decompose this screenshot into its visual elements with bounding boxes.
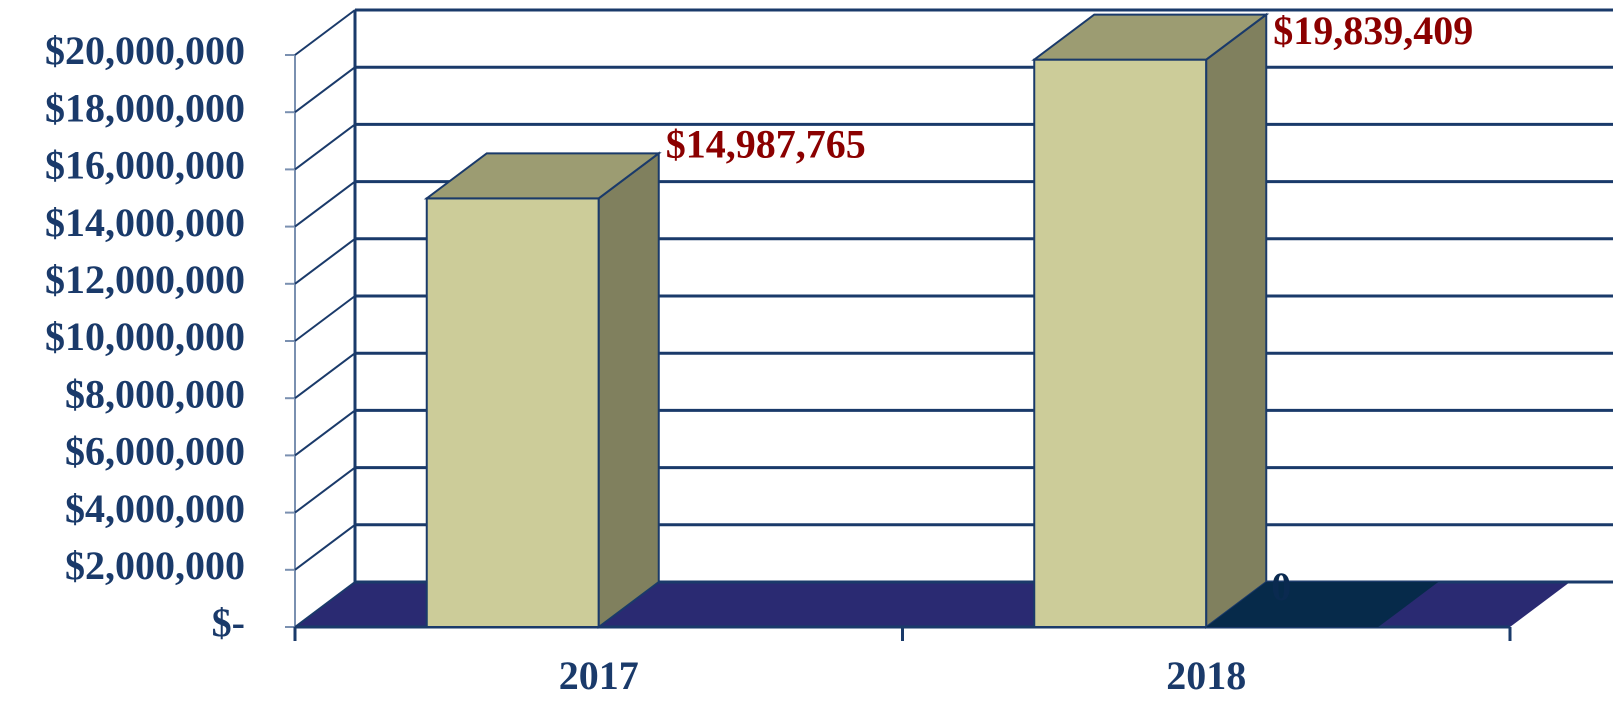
y-tick-label: $16,000,000 [45,143,245,188]
bar-top [423,152,662,200]
y-tick-label: $2,000,000 [65,543,245,588]
value-label: $19,839,409 [1273,8,1473,53]
bar-top [1031,13,1270,61]
bar-top [1206,582,1439,627]
y-tick-label: $14,000,000 [45,200,245,245]
bar-side [597,151,660,629]
y-tick-label: $20,000,000 [45,28,245,73]
y-tick-label: $- [212,600,245,645]
bar [423,151,662,629]
bar-front [425,197,600,628]
x-tick-label: 2017 [559,653,639,698]
bar-front [1033,58,1208,628]
y-tick-label: $4,000,000 [65,486,245,531]
y-tick-label: $8,000,000 [65,371,245,416]
y-tick-label: $12,000,000 [45,257,245,302]
x-tick-label: 2018 [1166,653,1246,698]
value-label: 0 [1271,564,1291,609]
bar [1031,12,1270,629]
side-grid-line [294,523,356,571]
value-label: $14,987,765 [666,122,866,167]
side-grid-line [294,9,356,56]
side-grid-line [294,409,356,457]
side-grid-line [294,180,356,228]
bar-side [1205,12,1268,629]
side-grid-line [294,295,356,342]
side-grid-line [294,66,356,113]
side-grid-line [294,123,356,171]
side-grid-line [294,238,356,285]
side-grid-line [294,352,356,400]
side-grid-line [294,466,356,514]
bar [1206,582,1439,627]
y-tick-label: $18,000,000 [45,85,245,130]
y-tick-label: $10,000,000 [45,314,245,359]
side-grid-line [294,581,356,628]
y-tick-label: $6,000,000 [65,429,245,474]
